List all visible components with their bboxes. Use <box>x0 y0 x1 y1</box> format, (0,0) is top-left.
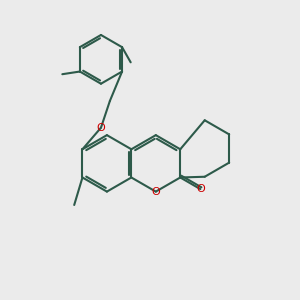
Text: O: O <box>152 187 160 196</box>
Text: O: O <box>196 184 205 194</box>
Text: O: O <box>97 123 105 133</box>
